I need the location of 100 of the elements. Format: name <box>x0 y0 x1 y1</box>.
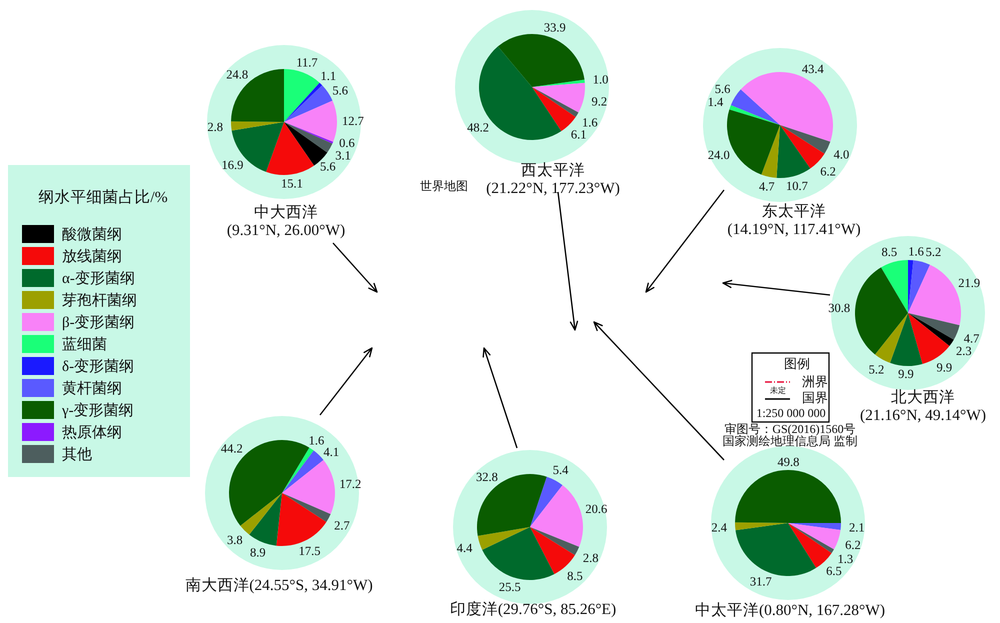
data-label: 2.3 <box>956 344 972 358</box>
data-label: 5.6 <box>714 82 730 96</box>
pie-slice <box>908 313 950 364</box>
pie-slice <box>477 474 547 536</box>
text: 国界 <box>802 390 828 405</box>
data-label: 4.4 <box>456 540 474 555</box>
pie-slice <box>530 485 583 547</box>
data-label: 43.4 <box>802 62 825 76</box>
text: 西太平洋 <box>521 161 585 179</box>
data-label: 3.1 <box>335 148 351 163</box>
pie-slice <box>240 493 282 535</box>
pie-slice <box>498 34 584 87</box>
pie-slice <box>736 523 816 576</box>
data-label: 9.9 <box>898 367 914 382</box>
data-label: 44.2 <box>220 442 243 456</box>
legend-label: γ-变形菌纲 <box>61 402 134 419</box>
data-label: 6.5 <box>826 564 842 578</box>
data-label: 9.2 <box>591 94 608 108</box>
text: (21.22°N, 177.23°W) <box>486 180 620 197</box>
data-label: 1.6 <box>908 244 924 259</box>
legend-label: β-变形菌纲 <box>62 314 135 331</box>
data-label: 4.7 <box>759 179 775 194</box>
legend-label: δ-变形菌纲 <box>62 358 134 375</box>
pie-slice <box>776 125 810 178</box>
data-label: 25.5 <box>498 580 521 594</box>
data-label: 1.1 <box>320 69 336 84</box>
pie-slice <box>231 121 284 131</box>
data-label: 5.6 <box>332 83 348 98</box>
data-label: 24.8 <box>226 68 248 82</box>
data-label: 11.7 <box>296 55 318 70</box>
data-label: 2.8 <box>582 550 598 565</box>
data-label: 49.8 <box>777 454 800 469</box>
data-label: 3.8 <box>227 533 243 548</box>
pie-slice <box>532 80 585 87</box>
pie-slice <box>282 448 314 493</box>
legend-label: α-变形菌纲 <box>62 270 135 287</box>
data-label: 2.7 <box>334 518 350 532</box>
data-label: 2.8 <box>207 120 224 134</box>
pie-slice <box>530 476 563 527</box>
data-label: 15.1 <box>281 176 303 191</box>
pie-slice <box>282 493 331 522</box>
legend-label: 热原体纲 <box>62 424 122 441</box>
pie-slice <box>282 450 324 493</box>
text: 中太平洋(0.80°N, 167.28°W) <box>694 601 886 619</box>
pie-slice <box>276 493 326 546</box>
data-label: 6.1 <box>570 127 587 142</box>
text: 南大西洋(24.55°S, 34.91°W) <box>185 576 373 594</box>
pie-slice <box>780 125 825 168</box>
data-label: 8.9 <box>250 545 266 560</box>
data-label: 6.2 <box>845 538 861 552</box>
legend-label: 放线菌纲 <box>62 248 122 265</box>
pie-slice <box>740 72 833 142</box>
data-label: 4.0 <box>834 148 850 162</box>
text: 中大西洋 <box>254 203 318 221</box>
data-label: 20.6 <box>585 502 608 516</box>
text: 国家测绘地理信息局 监制 <box>722 434 858 448</box>
pie-slice <box>284 122 334 144</box>
text: 洲界 <box>802 374 828 389</box>
pie-slice <box>266 122 314 175</box>
legend-label: 其他 <box>62 446 92 463</box>
text: (21.16°N, 49.14°W) <box>860 407 986 424</box>
pie-slice <box>890 313 922 366</box>
data-label: 8.5 <box>882 245 898 260</box>
data-label: 6.2 <box>820 164 836 178</box>
pie-slice <box>908 260 930 313</box>
legend-label: 蓝细菌 <box>62 336 107 353</box>
pie-slice <box>729 105 780 125</box>
pie-slice <box>881 260 908 313</box>
legend-label: 芽孢杆菌纲 <box>62 292 137 309</box>
pie-slice <box>530 527 580 556</box>
data-label: 10.7 <box>786 178 808 193</box>
data-label: 1.4 <box>708 95 724 110</box>
pie-slice <box>249 493 282 546</box>
pie-slice <box>284 69 320 122</box>
pie-slice <box>788 523 832 568</box>
pie-slice <box>908 313 960 340</box>
pie-slice <box>780 125 830 154</box>
pie-slice <box>532 87 578 118</box>
pie-slice <box>908 313 954 346</box>
data-label: 0.6 <box>339 136 355 150</box>
legend-label: 黄杆菌纲 <box>62 380 122 397</box>
text: (9.31°N, 26.00°W) <box>226 222 346 239</box>
pie-slice <box>284 82 322 122</box>
text: 图例 <box>784 356 810 371</box>
data-label: 21.9 <box>958 276 980 290</box>
data-label: 5.2 <box>868 362 884 377</box>
data-label: 24.0 <box>708 148 730 162</box>
legend-label: 酸微菌纲 <box>62 226 122 243</box>
data-label: 17.2 <box>339 476 362 491</box>
data-label: 2.1 <box>849 520 865 535</box>
text: 东太平洋 <box>762 202 826 220</box>
text: 北大西洋 <box>891 388 955 406</box>
data-label: 1.6 <box>308 434 324 448</box>
legend-title: 纲水平细菌占比/% <box>38 188 168 206</box>
data-label: 1.0 <box>592 72 608 87</box>
data-label: 31.7 <box>750 574 772 588</box>
pie-slice <box>532 87 576 132</box>
pie-slice <box>735 522 788 530</box>
pie-slice <box>284 122 332 153</box>
pie-slice <box>735 470 841 523</box>
